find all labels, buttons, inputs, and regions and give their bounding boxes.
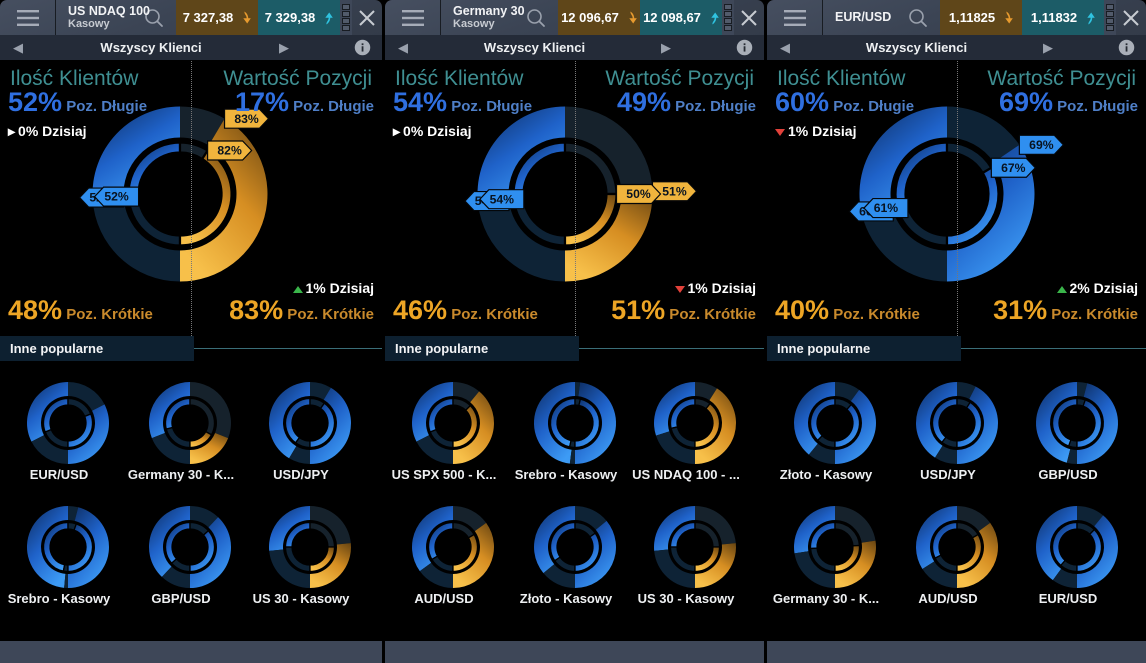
svg-text:51%: 51% — [662, 184, 687, 198]
svg-text:61%: 61% — [874, 201, 899, 215]
svg-text:52%: 52% — [104, 190, 129, 204]
svg-text:67%: 67% — [1001, 161, 1026, 175]
svg-text:69%: 69% — [1029, 138, 1054, 152]
svg-text:50%: 50% — [626, 187, 651, 201]
svg-text:54%: 54% — [490, 192, 515, 206]
svg-text:82%: 82% — [217, 144, 242, 158]
